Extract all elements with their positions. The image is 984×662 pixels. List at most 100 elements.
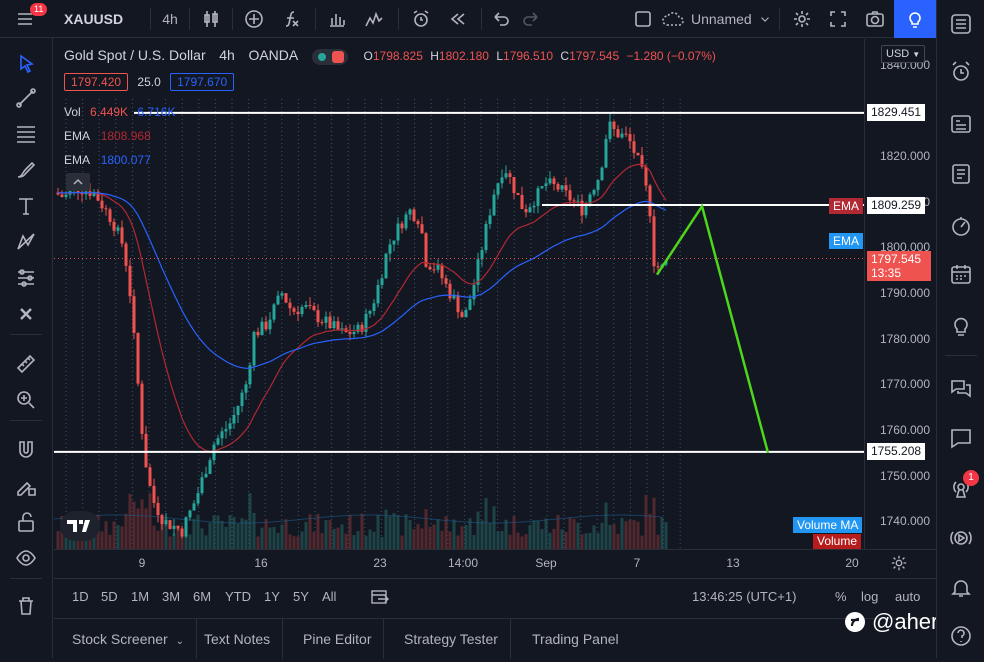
candle-body <box>580 200 584 216</box>
magnet-tool[interactable] <box>12 436 40 464</box>
templates-button[interactable] <box>354 0 394 38</box>
auto-toggle[interactable]: auto <box>895 589 921 604</box>
volume-bar <box>212 515 216 549</box>
range-5y[interactable]: 5Y <box>293 589 309 604</box>
bid-ask-row: 1797.420 25.0 1797.670 <box>64 73 235 91</box>
currency-selector[interactable]: USD ▼ <box>881 45 926 63</box>
candle-body <box>540 186 544 189</box>
undo-button[interactable] <box>486 0 516 38</box>
tab-stock-screener[interactable]: Stock Screener ⌄ <box>60 619 197 659</box>
financials-button[interactable] <box>320 0 354 38</box>
range-5d[interactable]: 5D <box>101 589 118 604</box>
tab-pine-editor[interactable]: Pine Editor <box>291 619 385 659</box>
alert-button[interactable] <box>403 0 439 38</box>
help-button[interactable] <box>947 622 975 650</box>
tradingview-logo[interactable] <box>60 511 100 541</box>
settings-button[interactable] <box>784 0 820 38</box>
tab-trading-panel[interactable]: Trading Panel <box>520 619 631 659</box>
data-window-button[interactable] <box>947 110 975 138</box>
volume-bar <box>360 513 364 549</box>
volume-bar <box>652 497 656 549</box>
range-ytd[interactable]: YTD <box>225 589 251 604</box>
forecast-path[interactable] <box>655 203 770 454</box>
price-chart[interactable] <box>54 39 864 549</box>
legend-title: Gold Spot / U.S. Dollar <box>64 47 206 63</box>
clock-timezone[interactable]: 13:46:25 (UTC+1) <box>692 589 797 604</box>
chart-style-button[interactable] <box>194 0 228 38</box>
streams-button[interactable]: 1 <box>947 470 979 502</box>
prediction-tool[interactable] <box>12 264 40 292</box>
axis-settings-button[interactable] <box>890 554 910 574</box>
bid-button[interactable]: 1797.420 <box>64 73 129 91</box>
hotlists-button[interactable] <box>947 160 975 188</box>
lock-drawings-tool[interactable] <box>12 508 40 536</box>
tab-text-notes[interactable]: Text Notes <box>192 619 284 659</box>
eye-icon <box>16 550 36 566</box>
volume-bar <box>540 529 544 549</box>
percent-toggle[interactable]: % <box>835 589 847 604</box>
volume-bar <box>168 536 172 549</box>
layout-name-button[interactable]: Unnamed <box>661 0 775 38</box>
redo-button[interactable] <box>516 0 546 38</box>
stay-drawing-tool[interactable] <box>12 472 40 500</box>
calendar-button[interactable] <box>947 260 975 288</box>
zoom-tool[interactable] <box>12 386 40 414</box>
alerts-button[interactable] <box>947 58 975 86</box>
private-chats-button[interactable] <box>947 424 975 452</box>
fib-tool[interactable] <box>12 120 40 148</box>
indicators-button[interactable] <box>271 0 311 38</box>
range-all[interactable]: All <box>322 589 337 604</box>
volume-bar <box>108 534 112 549</box>
time-axis[interactable]: 9 16 23 14:00 Sep 7 13 20 <box>54 549 936 577</box>
volume-bar <box>580 534 584 549</box>
candle-body <box>376 284 380 304</box>
tab-strategy-tester[interactable]: Strategy Tester <box>392 619 511 659</box>
fullscreen-toggle-button[interactable] <box>625 0 661 38</box>
goto-date-button[interactable] <box>370 587 392 607</box>
pattern-tool[interactable] <box>12 228 40 256</box>
delete-tool[interactable] <box>12 592 40 620</box>
text-tool[interactable] <box>12 192 40 220</box>
brush-tool[interactable] <box>12 156 40 184</box>
replay-button[interactable] <box>439 0 477 38</box>
fullscreen-button[interactable] <box>820 0 856 38</box>
ask-button[interactable]: 1797.670 <box>170 73 235 91</box>
watchlist-button[interactable] <box>947 10 975 38</box>
snapshot-button[interactable] <box>856 0 894 38</box>
menu-button[interactable]: 11 <box>0 0 50 38</box>
range-1y[interactable]: 1Y <box>264 589 280 604</box>
currency-label: USD <box>886 48 910 60</box>
range-1m[interactable]: 1M <box>131 589 150 604</box>
tab-label: Stock Screener <box>72 631 168 647</box>
range-6m[interactable]: 6M <box>193 589 212 604</box>
chats-button[interactable] <box>947 374 975 402</box>
measure-tool[interactable] <box>12 350 40 378</box>
market-status-dot[interactable] <box>311 48 348 65</box>
chart-pane[interactable]: Gold Spot / U.S. Dollar 4h OANDA O1798.8… <box>54 39 864 549</box>
log-toggle[interactable]: log <box>861 589 879 604</box>
hide-drawings-tool[interactable] <box>12 544 40 572</box>
low-value: 1796.510 <box>503 49 554 63</box>
range-1d[interactable]: 1D <box>72 589 89 604</box>
compare-button[interactable] <box>237 0 271 38</box>
candle-body <box>252 331 256 366</box>
range-3m[interactable]: 3M <box>162 589 181 604</box>
symbol-search[interactable]: XAUUSD <box>64 10 124 27</box>
interval-button[interactable]: 4h <box>162 10 178 27</box>
remove-drawings-tool[interactable] <box>12 300 40 328</box>
price-axis[interactable]: USD ▼ 1840.0001820.0001810.0001800.00017… <box>793 39 936 549</box>
notifications-button[interactable] <box>947 574 975 602</box>
ideas-button[interactable] <box>894 0 936 38</box>
expand-icon <box>830 10 846 27</box>
volume-bar <box>596 532 600 549</box>
candle-body <box>228 423 232 430</box>
trend-line-tool[interactable] <box>12 84 40 112</box>
volume-bar <box>340 524 344 549</box>
calendar-speed-button[interactable] <box>947 212 975 240</box>
candle-body <box>120 227 124 244</box>
templates-icon <box>365 11 383 26</box>
signals-button[interactable] <box>947 524 975 552</box>
collapse-legend-button[interactable] <box>66 173 90 191</box>
ideas-stream-button[interactable] <box>947 312 975 340</box>
cursor-tool[interactable] <box>12 50 40 78</box>
